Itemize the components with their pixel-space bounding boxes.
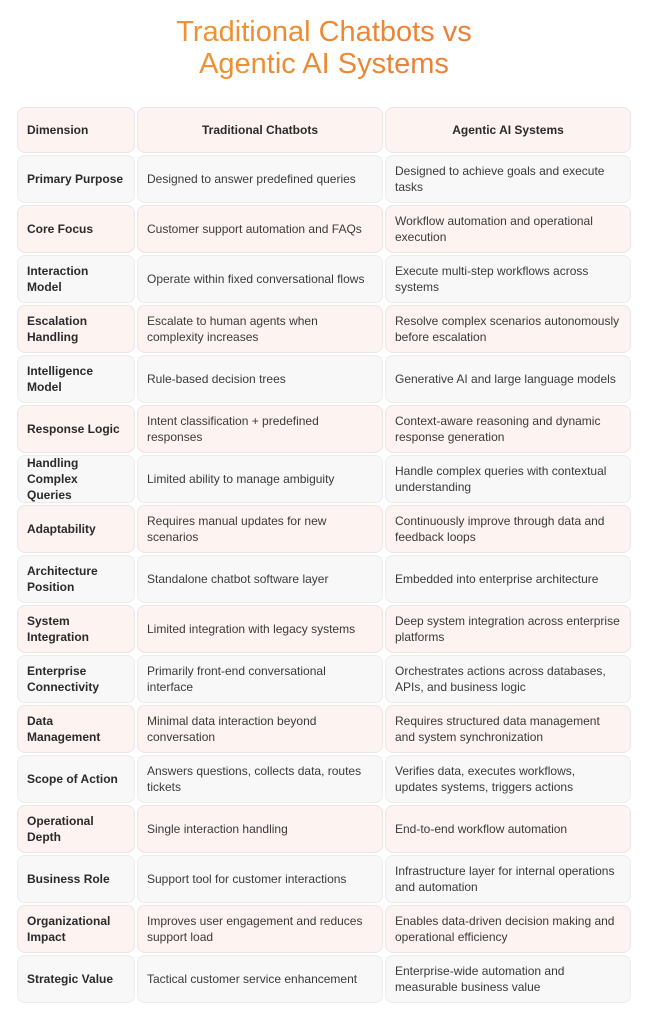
table-row: Business Role Support tool for customer i… bbox=[17, 855, 631, 903]
title-line-1: Traditional Chatbots vs bbox=[176, 16, 472, 48]
dimension-cell: Escalation Handling bbox=[17, 305, 135, 353]
agentic-ai-cell: Continuously improve through data and fe… bbox=[385, 505, 631, 553]
agentic-ai-cell: Infrastructure layer for internal operat… bbox=[385, 855, 631, 903]
traditional-chatbots-cell: Support tool for customer interactions bbox=[137, 855, 383, 903]
traditional-chatbots-cell: Limited integration with legacy systems bbox=[137, 605, 383, 653]
dimension-cell: Primary Purpose bbox=[17, 155, 135, 203]
dimension-cell: Handling Complex Queries bbox=[17, 455, 135, 503]
table-header-row: Dimension Traditional Chatbots Agentic A… bbox=[17, 107, 631, 153]
table-row: Interaction Model Operate within fixed co… bbox=[17, 255, 631, 303]
dimension-cell: System Integration bbox=[17, 605, 135, 653]
traditional-chatbots-cell: Escalate to human agents when complexity… bbox=[137, 305, 383, 353]
agentic-ai-cell: Enterprise-wide automation and measurabl… bbox=[385, 955, 631, 1003]
agentic-ai-cell: Generative AI and large language models bbox=[385, 355, 631, 403]
table-row: Architecture Position Standalone chatbot … bbox=[17, 555, 631, 603]
dimension-cell: Organizational Impact bbox=[17, 905, 135, 953]
dimension-cell: Data Management bbox=[17, 705, 135, 753]
agentic-ai-cell: Resolve complex scenarios autonomously b… bbox=[385, 305, 631, 353]
comparison-table: Dimension Traditional Chatbots Agentic A… bbox=[17, 107, 631, 1005]
dimension-cell: Scope of Action bbox=[17, 755, 135, 803]
traditional-chatbots-cell: Requires manual updates for new scenario… bbox=[137, 505, 383, 553]
header-traditional-chatbots: Traditional Chatbots bbox=[137, 107, 383, 153]
agentic-ai-cell: End-to-end workflow automation bbox=[385, 805, 631, 853]
dimension-cell: Response Logic bbox=[17, 405, 135, 453]
table-row: Strategic Value Tactical customer service… bbox=[17, 955, 631, 1003]
agentic-ai-cell: Handle complex queries with contextual u… bbox=[385, 455, 631, 503]
table-row: Handling Complex Queries Limited ability … bbox=[17, 455, 631, 503]
table-row: Escalation Handling Escalate to human age… bbox=[17, 305, 631, 353]
dimension-cell: Strategic Value bbox=[17, 955, 135, 1003]
traditional-chatbots-cell: Rule-based decision trees bbox=[137, 355, 383, 403]
table-row: Response Logic Intent classification + pr… bbox=[17, 405, 631, 453]
dimension-cell: Architecture Position bbox=[17, 555, 135, 603]
traditional-chatbots-cell: Improves user engagement and reduces sup… bbox=[137, 905, 383, 953]
agentic-ai-cell: Embedded into enterprise architecture bbox=[385, 555, 631, 603]
agentic-ai-cell: Execute multi-step workflows across syst… bbox=[385, 255, 631, 303]
dimension-cell: Adaptability bbox=[17, 505, 135, 553]
dimension-cell: Operational Depth bbox=[17, 805, 135, 853]
traditional-chatbots-cell: Intent classification + predefined respo… bbox=[137, 405, 383, 453]
table-row: Organizational Impact Improves user engag… bbox=[17, 905, 631, 953]
table-row: Data Management Minimal data interaction … bbox=[17, 705, 631, 753]
traditional-chatbots-cell: Designed to answer predefined queries bbox=[137, 155, 383, 203]
traditional-chatbots-cell: Primarily front-end conversational inter… bbox=[137, 655, 383, 703]
agentic-ai-cell: Enables data-driven decision making and … bbox=[385, 905, 631, 953]
agentic-ai-cell: Workflow automation and operational exec… bbox=[385, 205, 631, 253]
dimension-cell: Enterprise Connectivity bbox=[17, 655, 135, 703]
agentic-ai-cell: Designed to achieve goals and execute ta… bbox=[385, 155, 631, 203]
agentic-ai-cell: Context-aware reasoning and dynamic resp… bbox=[385, 405, 631, 453]
traditional-chatbots-cell: Limited ability to manage ambiguity bbox=[137, 455, 383, 503]
table-row: Adaptability Requires manual updates for … bbox=[17, 505, 631, 553]
dimension-cell: Intelligence Model bbox=[17, 355, 135, 403]
table-row: Enterprise Connectivity Primarily front-e… bbox=[17, 655, 631, 703]
table-row: System Integration Limited integration wi… bbox=[17, 605, 631, 653]
table-row: Intelligence Model Rule-based decision tr… bbox=[17, 355, 631, 403]
traditional-chatbots-cell: Answers questions, collects data, routes… bbox=[137, 755, 383, 803]
traditional-chatbots-cell: Tactical customer service enhancement bbox=[137, 955, 383, 1003]
dimension-cell: Business Role bbox=[17, 855, 135, 903]
header-dimension: Dimension bbox=[17, 107, 135, 153]
traditional-chatbots-cell: Minimal data interaction beyond conversa… bbox=[137, 705, 383, 753]
table-row: Operational Depth Single interaction hand… bbox=[17, 805, 631, 853]
traditional-chatbots-cell: Operate within fixed conversational flow… bbox=[137, 255, 383, 303]
dimension-cell: Core Focus bbox=[17, 205, 135, 253]
page-title: Traditional Chatbots vs Agentic AI Syste… bbox=[0, 16, 648, 80]
header-agentic-ai-systems: Agentic AI Systems bbox=[385, 107, 631, 153]
table-row: Scope of Action Answers questions, collec… bbox=[17, 755, 631, 803]
agentic-ai-cell: Verifies data, executes workflows, updat… bbox=[385, 755, 631, 803]
table-row: Primary Purpose Designed to answer predef… bbox=[17, 155, 631, 203]
dimension-cell: Interaction Model bbox=[17, 255, 135, 303]
title-line-2: Agentic AI Systems bbox=[199, 48, 449, 80]
traditional-chatbots-cell: Single interaction handling bbox=[137, 805, 383, 853]
traditional-chatbots-cell: Customer support automation and FAQs bbox=[137, 205, 383, 253]
table-row: Core Focus Customer support automation an… bbox=[17, 205, 631, 253]
traditional-chatbots-cell: Standalone chatbot software layer bbox=[137, 555, 383, 603]
agentic-ai-cell: Requires structured data management and … bbox=[385, 705, 631, 753]
agentic-ai-cell: Orchestrates actions across databases, A… bbox=[385, 655, 631, 703]
agentic-ai-cell: Deep system integration across enterpris… bbox=[385, 605, 631, 653]
